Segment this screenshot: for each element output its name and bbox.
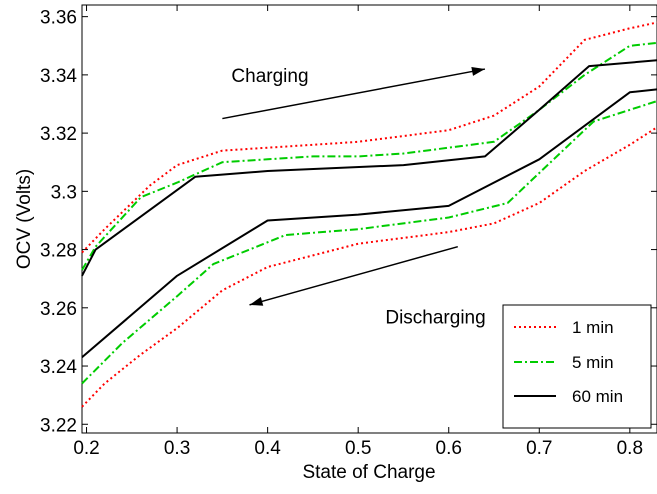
series-line-charging-1-min-0 — [81, 21, 657, 254]
legend-box — [502, 304, 652, 429]
y-tick-label: 3.36 — [40, 8, 77, 29]
legend: 1 min 5 min 60 min — [502, 304, 652, 429]
legend-label-60min: 60 min — [572, 387, 623, 406]
series-line-charging-5-min-1 — [81, 41, 657, 271]
y-axis-label: OCV (Volts) — [14, 169, 35, 269]
y-tick-label: 3.22 — [40, 415, 77, 436]
series-line-discharging-unnamed-5 — [81, 88, 657, 359]
legend-label-5min: 5 min — [572, 353, 614, 372]
y-tick-label: 3.34 — [40, 66, 77, 87]
x-tick-label: 0.3 — [164, 438, 190, 459]
x-tick-label: 0.8 — [617, 438, 643, 459]
x-tick-label: 0.6 — [436, 438, 462, 459]
y-tick-label: 3.26 — [40, 299, 77, 320]
arrow-charging — [222, 68, 486, 120]
arrowhead-discharging — [249, 297, 264, 306]
y-tick-label: 3.28 — [40, 241, 77, 262]
ticks-layer: 0.2 0.3 0.4 0.5 0.6 0.7 0.8 3.22 3.24 3.26 3.28 3.3… — [40, 5, 657, 459]
arrow-discharging — [249, 245, 458, 306]
annotation-discharging: Discharging — [385, 308, 485, 329]
annotation-layer: Charging Discharging — [222, 66, 486, 329]
series-line-discharging-unnamed-3 — [81, 126, 657, 408]
series-layer — [81, 21, 657, 408]
annotation-charging: Charging — [231, 66, 308, 87]
series-line-charging-60-min-2 — [81, 59, 657, 277]
x-tick-label: 0.5 — [345, 438, 371, 459]
x-axis-label: State of Charge — [302, 462, 435, 483]
arrowhead-charging — [471, 67, 485, 76]
x-tick-label: 0.2 — [73, 438, 99, 459]
y-tick-label: 3.3 — [51, 182, 77, 203]
legend-label-1min: 1 min — [572, 318, 614, 337]
series-line-discharging-unnamed-4 — [81, 100, 657, 385]
y-tick-label: 3.32 — [40, 124, 77, 145]
x-tick-label: 0.7 — [526, 438, 552, 459]
y-tick-label: 3.24 — [40, 357, 77, 378]
x-tick-label: 0.4 — [254, 438, 281, 459]
